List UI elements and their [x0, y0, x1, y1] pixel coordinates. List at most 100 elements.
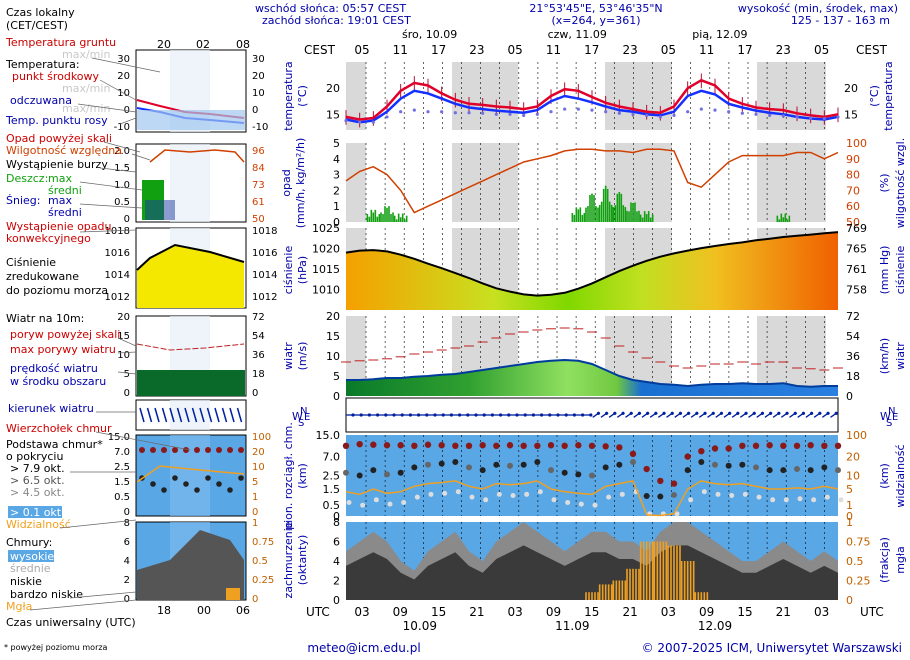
legend-cover-tick: 2	[124, 575, 130, 586]
wind-arrow-head	[654, 411, 658, 415]
rain-bar	[577, 209, 580, 222]
dew-point-dot	[385, 115, 389, 119]
wind-arrow-head	[818, 411, 822, 415]
legend-pointer-line	[69, 591, 137, 599]
wind-arrow-head	[834, 411, 838, 415]
wind-arrow-head	[728, 411, 732, 415]
compass-n-right: N	[888, 406, 895, 417]
utc-tick-8: 03	[661, 605, 676, 619]
visibility-ytick: 5	[846, 483, 853, 496]
fog-bar	[686, 561, 689, 600]
utc-tick-6: 15	[584, 605, 599, 619]
wind-kmh-tick: 0	[846, 390, 853, 403]
wind-arrow-head	[523, 413, 527, 417]
legend-fog-tick: 0.5	[252, 556, 268, 567]
wind-arrow-head	[482, 413, 486, 417]
fog-bar	[635, 568, 637, 600]
date-bottom-label-2: 12.09	[698, 619, 732, 633]
wind-arrow-head	[392, 413, 396, 417]
legend-vis-tick: 5	[252, 477, 258, 488]
footnote-text: * powyżej poziomu morza	[4, 643, 108, 652]
legend-text-2: Temperatura gruntu	[5, 36, 116, 49]
pressure-line	[345, 231, 839, 297]
legend-pointer-line	[95, 431, 191, 451]
temp-axis-unit-right: (°C)	[868, 85, 881, 107]
fog-bar	[594, 592, 596, 600]
cloud-top-dot	[807, 442, 814, 449]
legend-cloud-top-dot	[150, 447, 156, 453]
rain-bar	[589, 195, 591, 222]
cest-tick-12: 05	[814, 43, 829, 57]
wind-arrow-head	[548, 413, 552, 417]
wind-axis-unit: (m/s)	[296, 342, 309, 371]
temp-ytick-right: 15	[844, 108, 858, 121]
legend-cloud-base-dot	[172, 475, 178, 481]
legend-text-3: max/min	[62, 48, 110, 61]
legend-wind-tick: 10	[117, 350, 130, 361]
dew-point-dot	[522, 113, 526, 117]
cloud-base-dot	[370, 467, 377, 474]
cloud-base-dot	[384, 471, 390, 478]
wind-arrow-head	[490, 413, 494, 417]
cloud-top-dot	[739, 442, 746, 449]
wind-arrow-head	[760, 411, 765, 415]
legend-utc-tick: 00	[197, 604, 211, 617]
dew-point-dot	[727, 110, 731, 114]
cest-tick-6: 17	[584, 43, 599, 57]
legend-pointer-line	[117, 371, 137, 375]
compass-e-right: E	[892, 412, 898, 423]
pressure-axis-unit: (hPa)	[296, 256, 309, 284]
wind-arrow-head	[752, 411, 756, 415]
humidity-ytick: 90	[846, 153, 860, 166]
cloud-base-dot-light	[838, 497, 844, 503]
cloud-base-dot-light	[674, 511, 680, 517]
fog-bar	[597, 592, 599, 600]
wind-arrow-head	[417, 413, 421, 417]
cloud-base-dot	[452, 459, 459, 465]
dew-point-dot	[344, 118, 348, 123]
dew-point-dot	[836, 115, 840, 119]
legend-text-6: max/min	[62, 82, 110, 95]
wind-arrow-head	[367, 413, 371, 417]
humidity-ytick: 100	[846, 137, 867, 150]
wind-arrow-head	[719, 411, 724, 415]
cloud-top-dot	[588, 442, 596, 449]
legend-text-0: Czas lokalny	[6, 6, 75, 19]
legend-cover-tick: 0	[124, 594, 130, 605]
legend-text-16: Śnieg:	[6, 194, 40, 207]
rain-bar	[600, 201, 603, 222]
cloud-top-dot	[342, 442, 350, 449]
cloud-ytick: 0	[333, 510, 340, 523]
cest-tick-4: 05	[508, 43, 523, 57]
cloud-axis-title: pion. rozciągł. chm.	[282, 422, 295, 530]
legend-cover-tick: 6	[124, 537, 130, 548]
legend-cover-tick: 4	[124, 556, 130, 567]
fog-bar	[648, 541, 651, 600]
rain-bar	[632, 203, 634, 222]
rain-bar	[395, 219, 398, 222]
utc-tick-4: 03	[508, 605, 523, 619]
pressure-mmhg-tick: 769	[846, 222, 867, 235]
legend-wind-arrow	[229, 407, 235, 423]
rain-bar	[624, 207, 627, 222]
legend-text-34: > 6.5 okt.	[10, 474, 65, 487]
cloud-top-dot	[479, 442, 486, 449]
legend-cloud-top-dot	[183, 447, 189, 453]
fog-bar	[632, 568, 634, 600]
legend-humidity-tick: 50	[252, 214, 265, 225]
wind-arrow-head	[777, 411, 781, 415]
cloud-base-dot	[821, 464, 828, 471]
rain-bar	[399, 217, 402, 222]
fog-bar	[706, 592, 709, 600]
dew-point-dot	[795, 115, 799, 119]
legend-text-20: konwekcyjnego	[6, 232, 91, 245]
cloud-base-dot-light	[373, 497, 379, 503]
rain-bar	[598, 204, 601, 222]
dew-point-dot	[481, 111, 485, 115]
legend-pointer-line	[103, 141, 141, 153]
cover-ytick: 4	[333, 555, 340, 568]
legend-temp-tick-right: -10	[252, 122, 268, 133]
legend-wind-kmh-tick: 54	[252, 331, 265, 342]
rain-bar	[616, 193, 619, 222]
legend-text-10: Opad powyżej skali	[6, 132, 112, 145]
